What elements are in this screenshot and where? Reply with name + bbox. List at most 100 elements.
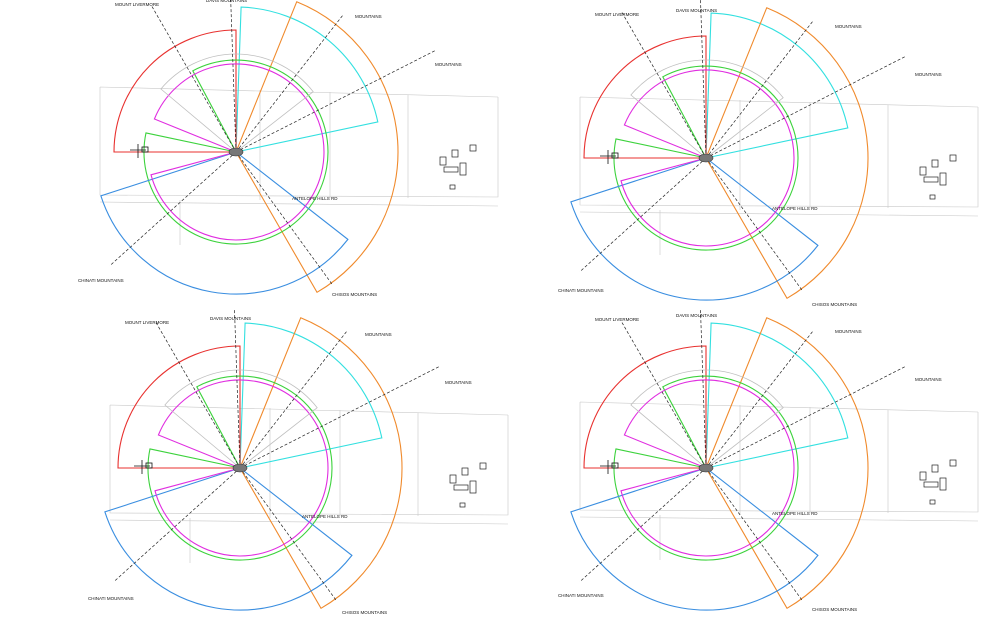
label-mountains-1: MOUNTAINS <box>835 24 862 29</box>
diagram-panel-4: MOUNT LIVERMORE DAVIS MOUNTAINS MOUNTAINS M… <box>558 310 979 612</box>
building-footprints <box>919 459 957 505</box>
sight-line-davis-mountains <box>230 0 237 153</box>
sight-line-chinati-mountains <box>113 467 241 583</box>
structure-marks-left <box>600 150 619 164</box>
building-3 <box>949 459 957 467</box>
sight-line-mountains-1 <box>705 19 814 159</box>
sector-green <box>613 65 799 251</box>
label-mount-livermore: MOUNT LIVERMORE <box>115 2 159 7</box>
building-4 <box>923 481 939 488</box>
label-chinati: CHINATI MOUNTAINS <box>558 593 604 598</box>
sight-line-chisos-mountains <box>705 157 804 292</box>
structure-box <box>611 152 619 159</box>
building-4 <box>443 166 459 173</box>
building-6 <box>459 502 466 508</box>
sight-lines <box>579 0 907 292</box>
label-mountains-2: MOUNTAINS <box>915 377 942 382</box>
sector-blue <box>570 157 819 301</box>
label-mount-livermore: MOUNT LIVERMORE <box>595 12 639 17</box>
sight-line-mountains-1 <box>235 13 344 153</box>
label-road: ANTELOPE HILLS RD <box>292 196 338 201</box>
label-davis: DAVIS MOUNTAINS <box>210 316 251 321</box>
parcel-outline <box>579 96 979 208</box>
sight-line-chinati-mountains <box>109 151 237 267</box>
sector-orange <box>235 1 399 294</box>
structure-marks-left <box>134 460 153 474</box>
building-3 <box>469 144 477 152</box>
observation-point <box>698 463 714 473</box>
sector-orange <box>705 317 869 610</box>
building-footprints <box>439 144 477 190</box>
sector-cyan <box>235 6 379 153</box>
viewshed-sectors <box>104 317 403 611</box>
sector-cyan <box>705 322 849 469</box>
label-chisos: CHISOS MOUNTAINS <box>812 607 857 612</box>
building-1 <box>919 166 927 176</box>
diagram-panel-2: MOUNT LIVERMORE DAVIS MOUNTAINS MOUNTAINS M… <box>558 0 979 307</box>
parcel-lines <box>579 401 979 560</box>
label-davis: DAVIS MOUNTAINS <box>206 0 247 3</box>
sector-blue <box>100 151 349 295</box>
viewshed-sectors <box>570 7 869 301</box>
sector-orange <box>239 317 403 610</box>
label-road: ANTELOPE HILLS RD <box>772 511 818 516</box>
building-4 <box>923 176 939 183</box>
building-footprints <box>919 154 957 200</box>
sector-red <box>583 35 707 159</box>
observation-point <box>698 153 714 163</box>
sector-red <box>583 345 707 469</box>
building-2 <box>451 149 459 158</box>
label-mount-livermore: MOUNT LIVERMORE <box>125 320 169 325</box>
building-3 <box>949 154 957 162</box>
observation-point <box>232 463 248 473</box>
building-1 <box>919 471 927 481</box>
parcel-divisions <box>579 100 979 255</box>
parcel-divisions <box>579 405 979 560</box>
label-mount-livermore: MOUNT LIVERMORE <box>595 317 639 322</box>
sector-magenta <box>620 69 795 247</box>
sector-red <box>113 29 237 153</box>
building-1 <box>439 156 447 166</box>
building-6 <box>929 194 936 200</box>
sector-cyan <box>705 12 849 159</box>
structure-cross <box>600 150 616 164</box>
sector-gray <box>630 369 784 469</box>
sight-line-davis-mountains <box>234 310 241 469</box>
sector-gray <box>164 369 318 469</box>
label-chisos: CHISOS MOUNTAINS <box>342 610 387 615</box>
building-5 <box>939 172 947 186</box>
building-2 <box>931 464 939 473</box>
label-mountains-1: MOUNTAINS <box>835 329 862 334</box>
structure-cross <box>134 460 150 474</box>
sector-magenta <box>620 379 795 557</box>
structure-cross <box>600 460 616 474</box>
label-davis: DAVIS MOUNTAINS <box>676 8 717 13</box>
parcel-lines <box>109 404 509 563</box>
sight-lines <box>113 310 441 602</box>
sight-line-mount-livermore <box>620 320 707 469</box>
label-mountains-2: MOUNTAINS <box>435 62 462 67</box>
label-davis: DAVIS MOUNTAINS <box>676 313 717 318</box>
parcel-divisions <box>99 90 499 245</box>
structure-marks-left <box>130 144 149 158</box>
viewshed-sectors <box>100 1 399 295</box>
viewshed-sectors <box>570 317 869 611</box>
label-mountains-2: MOUNTAINS <box>445 380 472 385</box>
structure-box <box>141 146 149 153</box>
label-chisos: CHISOS MOUNTAINS <box>332 292 377 297</box>
sector-green <box>143 59 329 245</box>
label-chinati: CHINATI MOUNTAINS <box>88 596 134 601</box>
sector-magenta <box>150 63 325 241</box>
parcel-outline <box>99 86 499 198</box>
observation-point <box>228 147 244 157</box>
building-6 <box>929 499 936 505</box>
sight-line-chinati-mountains <box>579 467 707 583</box>
sight-line-mountains-2 <box>239 365 441 469</box>
building-2 <box>461 467 469 476</box>
sight-line-mountains-2 <box>705 55 907 159</box>
structure-marks-left <box>600 460 619 474</box>
sight-line-mountains-2 <box>705 365 907 469</box>
label-road: ANTELOPE HILLS RD <box>302 514 348 519</box>
sector-green <box>147 375 333 561</box>
